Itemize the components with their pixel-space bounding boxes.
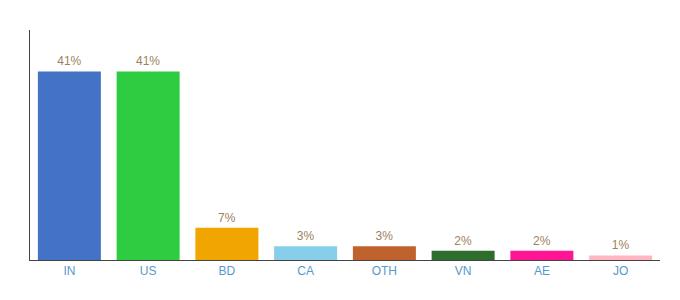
svg-text:3%: 3% xyxy=(297,229,315,243)
svg-text:2%: 2% xyxy=(454,234,472,248)
svg-text:41%: 41% xyxy=(57,54,81,68)
svg-text:2%: 2% xyxy=(533,234,551,248)
svg-text:JO: JO xyxy=(613,264,628,278)
svg-text:OTH: OTH xyxy=(372,264,397,278)
svg-text:41%: 41% xyxy=(136,54,160,68)
svg-text:3%: 3% xyxy=(376,229,394,243)
svg-text:VN: VN xyxy=(455,264,472,278)
svg-text:US: US xyxy=(140,264,157,278)
svg-text:IN: IN xyxy=(63,264,75,278)
svg-text:CA: CA xyxy=(297,264,314,278)
svg-text:1%: 1% xyxy=(612,238,630,252)
svg-text:7%: 7% xyxy=(218,211,236,225)
svg-text:AE: AE xyxy=(534,264,550,278)
svg-text:BD: BD xyxy=(219,264,236,278)
